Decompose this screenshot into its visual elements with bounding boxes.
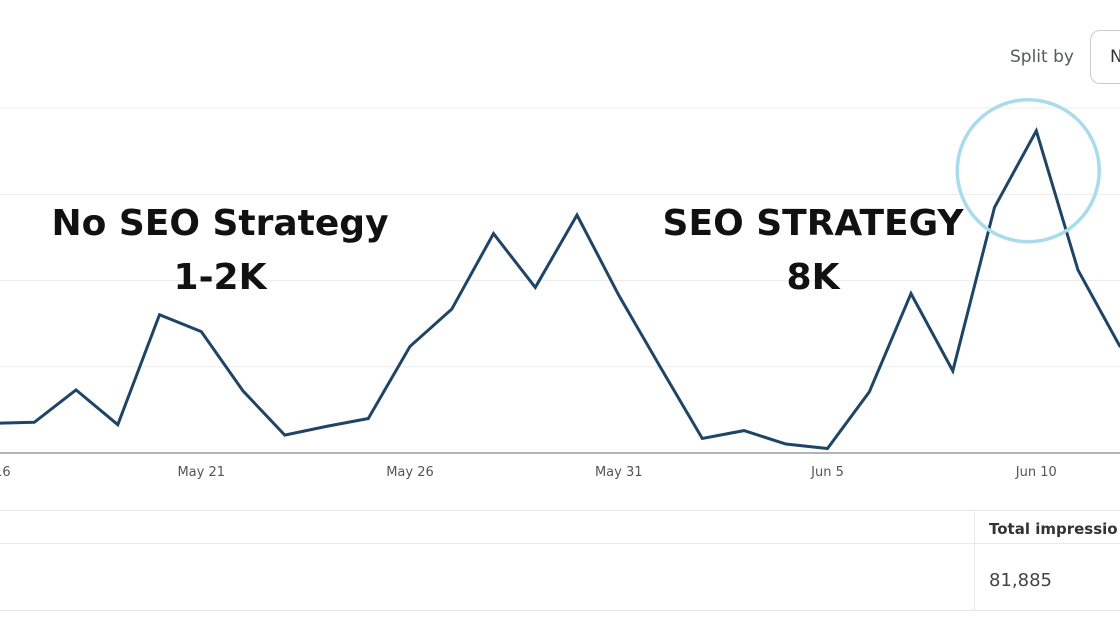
annotation-no-seo: No SEO Strategy 1-2K (10, 197, 430, 305)
annotation-seo-title: SEO STRATEGY (662, 203, 964, 244)
x-axis-ticks: ay 16 May 21 May 26 May 31 Jun 5 Jun 10 (0, 465, 1057, 480)
x-tick-label: ay 16 (0, 465, 11, 480)
annotation-no-seo-title: No SEO Strategy (51, 203, 389, 244)
summary-table: Total impressio 81,885 (0, 510, 1120, 630)
x-tick-label: May 21 (177, 465, 225, 480)
series-group (0, 126, 1120, 451)
table-header-divider (0, 543, 1120, 544)
x-tick-label: Jun 10 (1015, 465, 1057, 480)
annotation-seo-value: 8K (786, 257, 840, 298)
table-column-divider (974, 510, 975, 610)
table-top-divider (0, 510, 1120, 511)
x-tick-label: Jun 5 (810, 465, 844, 480)
split-by-label: Split by (1010, 47, 1074, 67)
chart-grid (0, 107, 1120, 454)
highlight-group (955, 98, 1101, 244)
total-impressions-value: 81,885 (989, 570, 1052, 591)
split-by-value: N (1110, 47, 1120, 67)
impressions-chart: ay 16 May 21 May 26 May 31 Jun 5 Jun 10 (0, 98, 1120, 480)
annotation-no-seo-value: 1-2K (173, 257, 267, 298)
total-impressions-header: Total impressio (989, 520, 1118, 538)
split-by-select[interactable]: N (1090, 30, 1120, 84)
table-bottom-divider (0, 610, 1120, 611)
impressions-line (0, 126, 1120, 451)
annotation-seo: SEO STRATEGY 8K (603, 197, 1023, 305)
peak-highlight-circle (955, 98, 1101, 244)
x-tick-label: May 26 (386, 465, 434, 480)
x-tick-label: May 31 (595, 465, 643, 480)
